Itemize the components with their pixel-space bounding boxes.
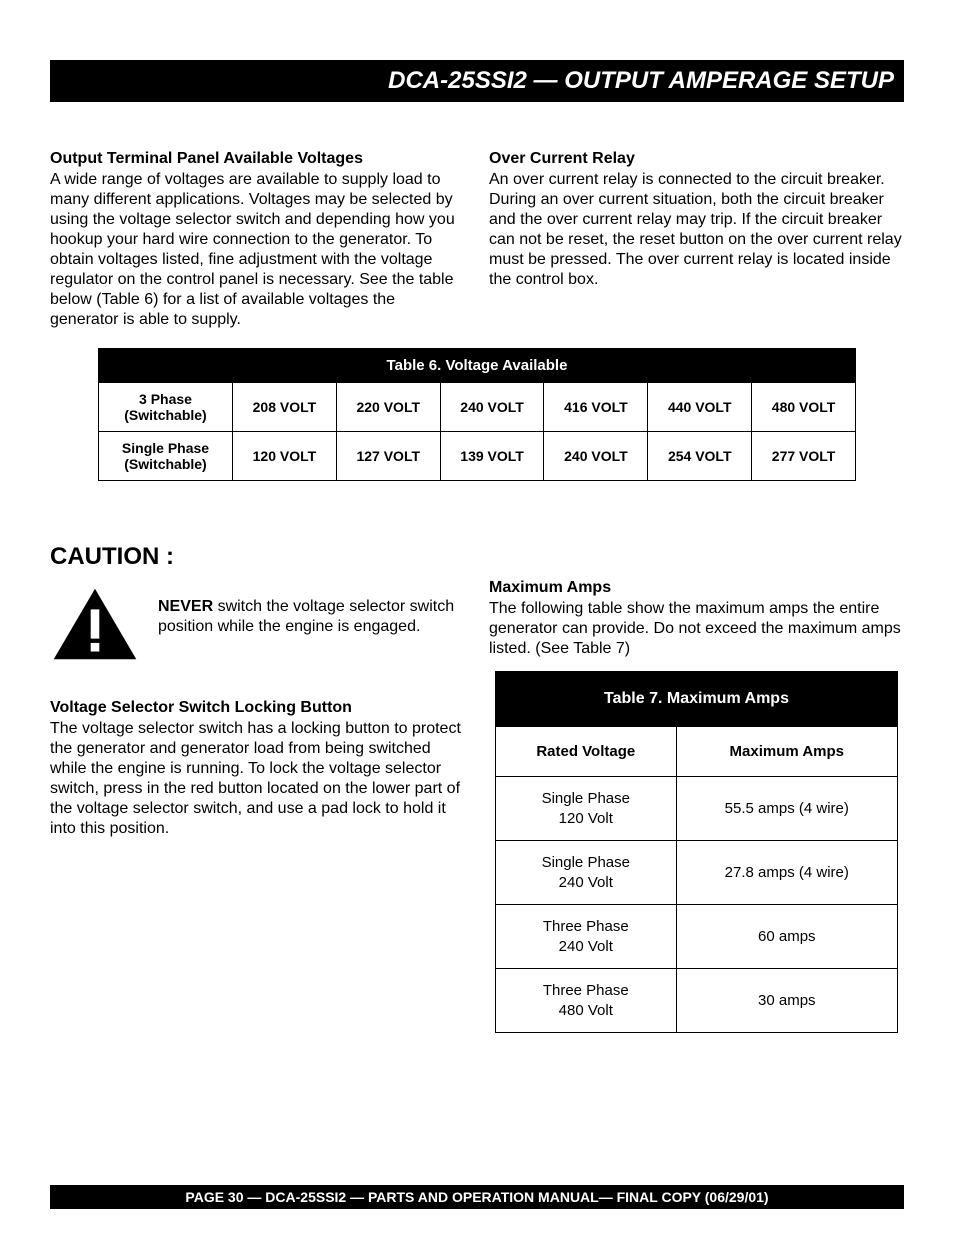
table7-row-0: Single Phase 120 Volt 55.5 amps (4 wire) xyxy=(496,777,898,841)
table7-r3-v1: Three Phase xyxy=(543,982,629,999)
top-left-column: Output Terminal Panel Available Voltages… xyxy=(50,150,465,330)
table7-r3-volt: Three Phase 480 Volt xyxy=(496,969,677,1033)
table7-container: Table 7. Maximum Amps Rated Voltage Maxi… xyxy=(495,671,898,1033)
over-current-body: An over current relay is connected to th… xyxy=(489,170,904,290)
table7-r1-volt: Single Phase 240 Volt xyxy=(496,841,677,905)
max-amps-section: Maximum Amps The following table show th… xyxy=(489,579,904,659)
table6-row2-label-l1: Single Phase xyxy=(122,440,209,456)
table6-row1-label-l1: 3 Phase xyxy=(139,391,192,407)
table6-r2c1: 120 VOLT xyxy=(233,432,337,481)
table7-r0-v2: 120 Volt xyxy=(559,810,613,827)
caution-block: CAUTION : NEVER switch the voltage selec… xyxy=(50,543,465,661)
table6-caption: Table 6. Voltage Available xyxy=(99,349,856,383)
table7-col1-head: Rated Voltage xyxy=(496,727,677,777)
table7-r2-volt: Three Phase 240 Volt xyxy=(496,905,677,969)
caution-text: NEVER switch the voltage selector switch… xyxy=(158,587,465,637)
voltage-lock-body: The voltage selector switch has a lockin… xyxy=(50,719,465,839)
table6-row-3phase: 3 Phase (Switchable) 208 VOLT 220 VOLT 2… xyxy=(99,383,856,432)
table7-r2-v1: Three Phase xyxy=(543,918,629,935)
table7-r1-amps: 27.8 amps (4 wire) xyxy=(676,841,897,905)
table6-row2-label-l2: (Switchable) xyxy=(124,456,206,472)
table6-row2-label: Single Phase (Switchable) xyxy=(99,432,233,481)
table6-r1c3: 240 VOLT xyxy=(440,383,544,432)
table6-row1-label: 3 Phase (Switchable) xyxy=(99,383,233,432)
table7-row-2: Three Phase 240 Volt 60 amps xyxy=(496,905,898,969)
table7-r1-v1: Single Phase xyxy=(542,854,630,871)
table6-r1c6: 480 VOLT xyxy=(752,383,856,432)
table6-r2c5: 254 VOLT xyxy=(648,432,752,481)
table7-r2-amps: 60 amps xyxy=(676,905,897,969)
table6-r2c2: 127 VOLT xyxy=(336,432,440,481)
table7-row-1: Single Phase 240 Volt 27.8 amps (4 wire) xyxy=(496,841,898,905)
table7-col2-head: Maximum Amps xyxy=(676,727,897,777)
table7-caption: Table 7. Maximum Amps xyxy=(496,672,898,727)
table7-r0-volt: Single Phase 120 Volt xyxy=(496,777,677,841)
table7-r0-amps: 55.5 amps (4 wire) xyxy=(676,777,897,841)
table6-r1c4: 416 VOLT xyxy=(544,383,648,432)
voltage-lock-section: Voltage Selector Switch Locking Button T… xyxy=(50,699,465,839)
lower-columns: CAUTION : NEVER switch the voltage selec… xyxy=(50,487,904,1033)
table6-r2c4: 240 VOLT xyxy=(544,432,648,481)
table6-voltage-available: Table 6. Voltage Available 3 Phase (Swit… xyxy=(98,348,856,481)
warning-triangle-icon xyxy=(50,587,140,661)
caution-row: NEVER switch the voltage selector switch… xyxy=(50,587,465,661)
table7-r0-v1: Single Phase xyxy=(542,790,630,807)
table6-r1c2: 220 VOLT xyxy=(336,383,440,432)
caution-never: NEVER xyxy=(158,598,213,615)
table7-maximum-amps: Table 7. Maximum Amps Rated Voltage Maxi… xyxy=(495,671,898,1033)
page-title-bar: DCA-25SSI2 — OUTPUT AMPERAGE SETUP xyxy=(50,60,904,102)
lower-left-column: CAUTION : NEVER switch the voltage selec… xyxy=(50,487,465,1033)
table6-r1c1: 208 VOLT xyxy=(233,383,337,432)
lower-right-column: Maximum Amps The following table show th… xyxy=(489,487,904,1033)
table7-r1-v2: 240 Volt xyxy=(559,874,613,891)
table7-r2-v2: 240 Volt xyxy=(559,938,613,955)
table7-row-3: Three Phase 480 Volt 30 amps xyxy=(496,969,898,1033)
output-terminal-heading: Output Terminal Panel Available Voltages xyxy=(50,150,465,168)
max-amps-heading: Maximum Amps xyxy=(489,579,904,597)
top-columns: Output Terminal Panel Available Voltages… xyxy=(50,150,904,330)
output-terminal-body: A wide range of voltages are available t… xyxy=(50,170,465,330)
table6-r2c3: 139 VOLT xyxy=(440,432,544,481)
table7-r3-amps: 30 amps xyxy=(676,969,897,1033)
table7-r3-v2: 480 Volt xyxy=(559,1002,613,1019)
caution-title: CAUTION : xyxy=(50,543,465,571)
table6-row-singlephase: Single Phase (Switchable) 120 VOLT 127 V… xyxy=(99,432,856,481)
top-right-column: Over Current Relay An over current relay… xyxy=(489,150,904,330)
page-footer: PAGE 30 — DCA-25SSI2 — PARTS AND OPERATI… xyxy=(50,1185,904,1209)
table6-r2c6: 277 VOLT xyxy=(752,432,856,481)
table6-row1-label-l2: (Switchable) xyxy=(124,407,206,423)
over-current-heading: Over Current Relay xyxy=(489,150,904,168)
max-amps-body: The following table show the maximum amp… xyxy=(489,599,904,659)
table6-container: Table 6. Voltage Available 3 Phase (Swit… xyxy=(98,348,856,481)
voltage-lock-heading: Voltage Selector Switch Locking Button xyxy=(50,699,465,717)
table6-r1c5: 440 VOLT xyxy=(648,383,752,432)
